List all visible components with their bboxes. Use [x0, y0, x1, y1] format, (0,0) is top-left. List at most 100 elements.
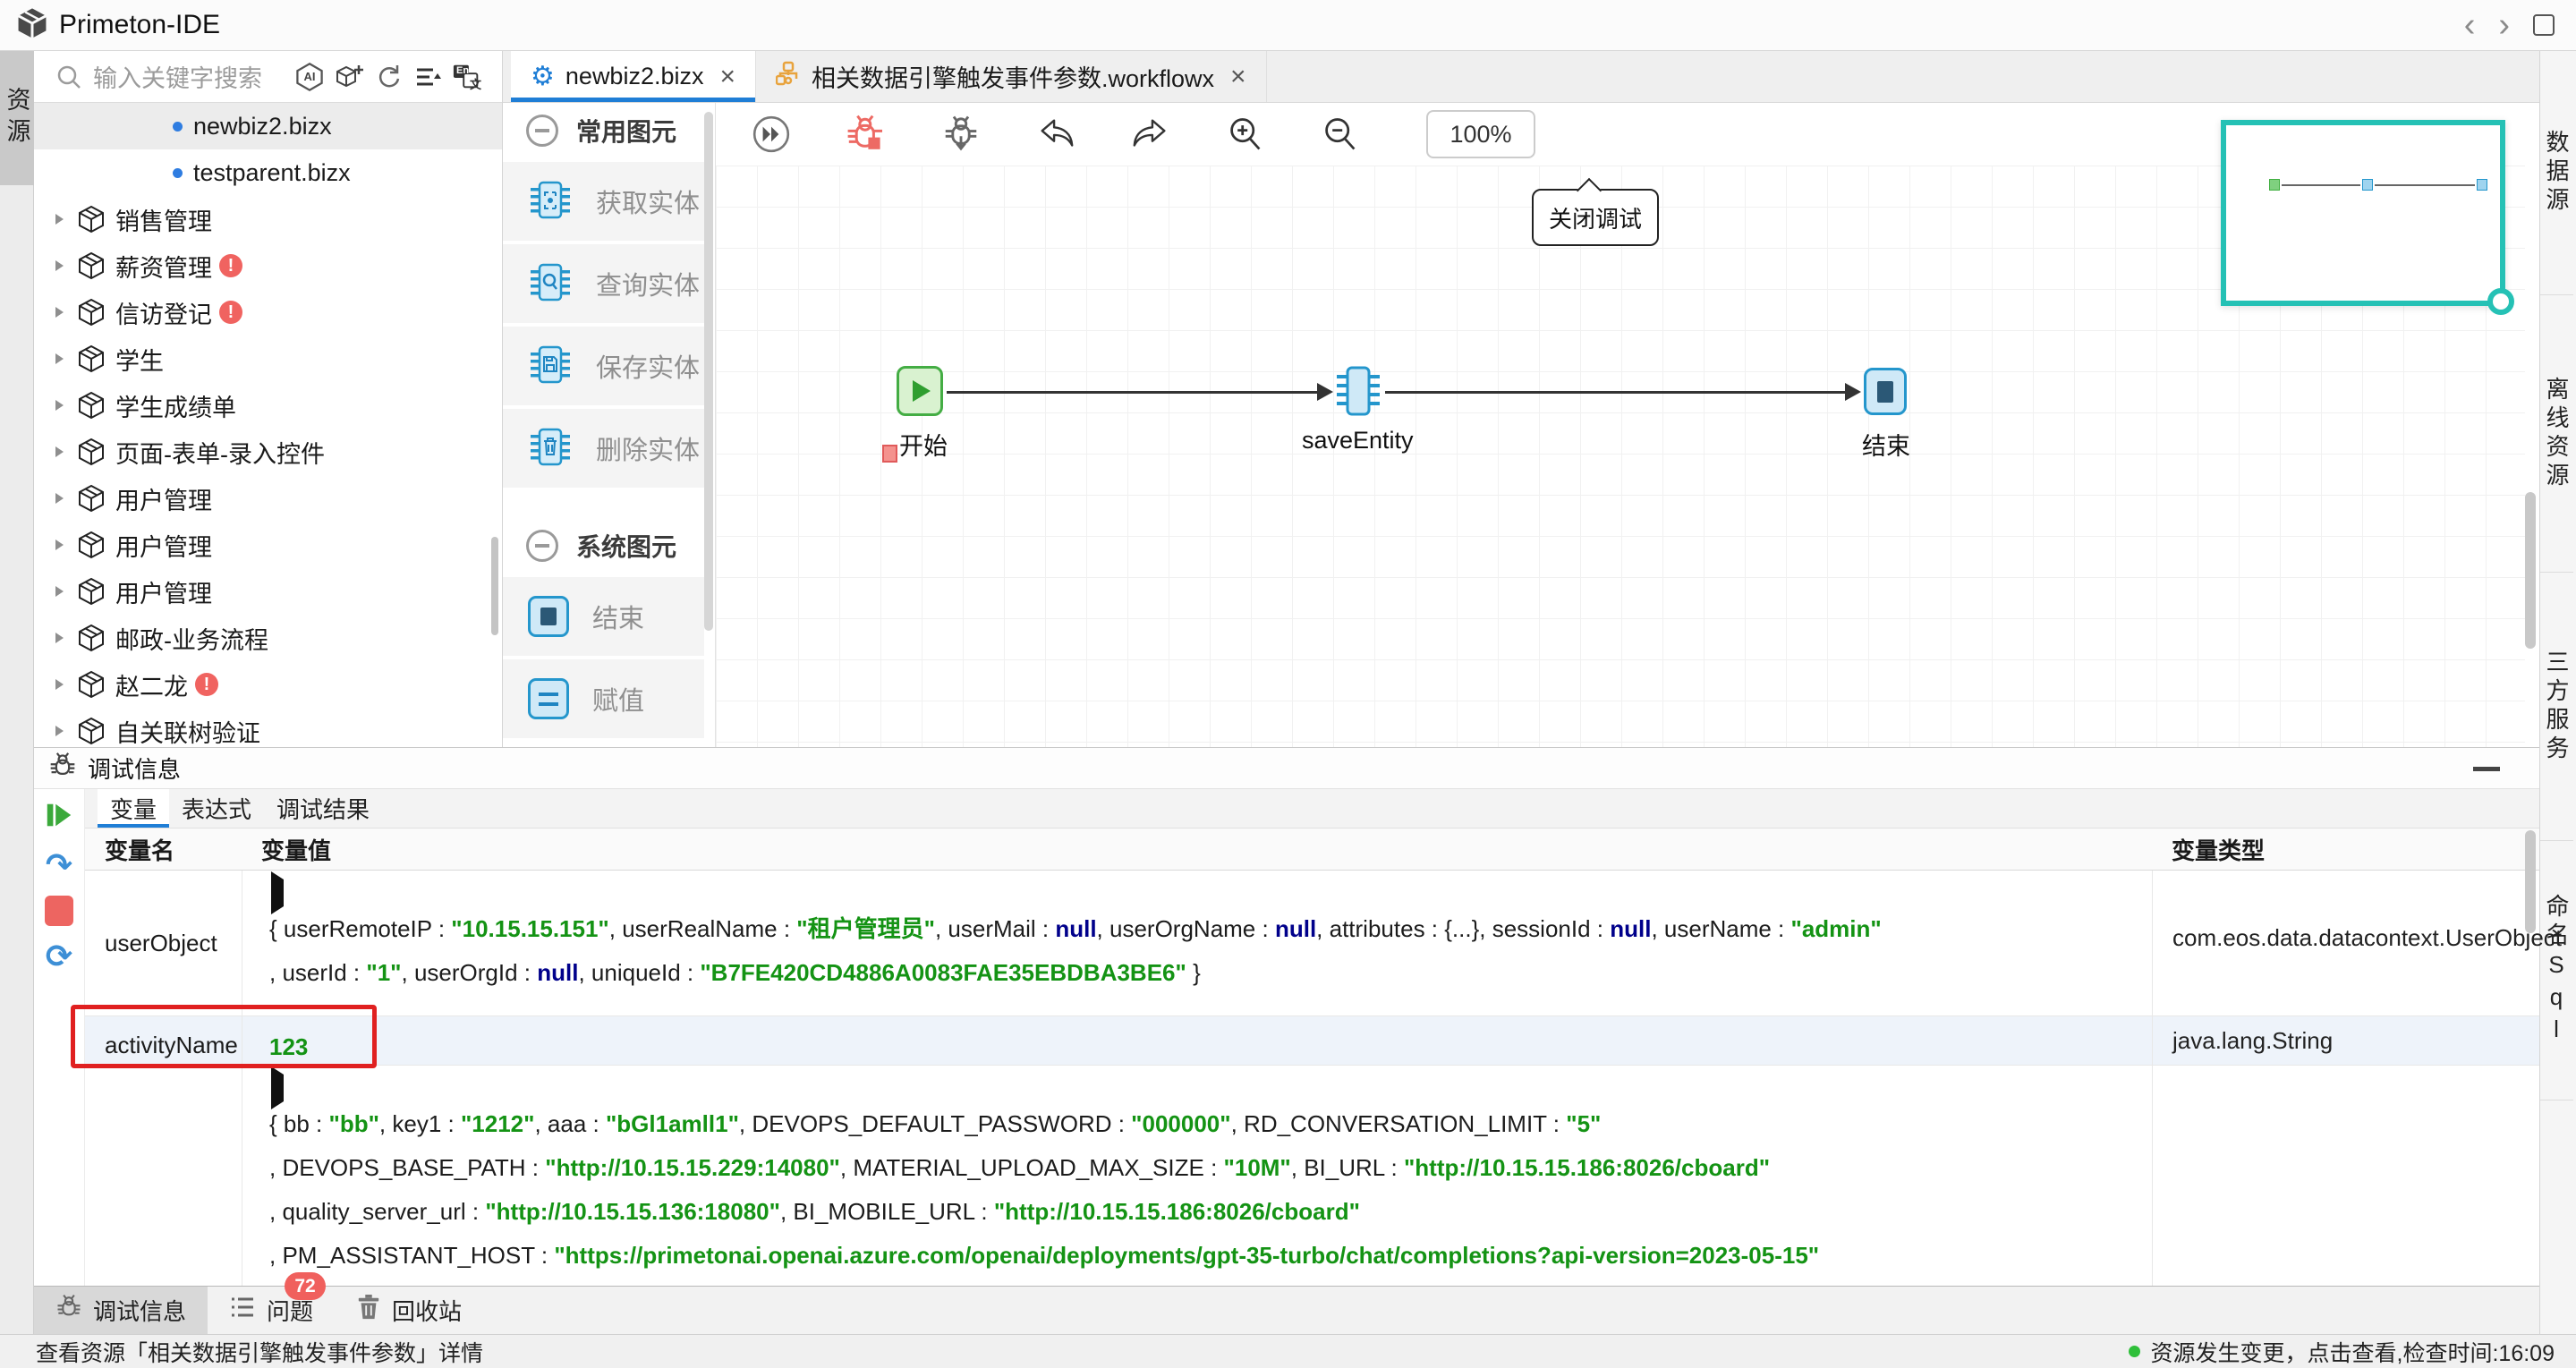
zoom-in-icon[interactable] — [1224, 113, 1267, 156]
step-debug-icon[interactable] — [939, 113, 982, 156]
palette-item-delete-entity[interactable]: 删除实体 — [503, 409, 704, 488]
palette-item-get-entity[interactable]: 获取实体 — [503, 162, 704, 241]
refresh-icon[interactable] — [373, 62, 404, 92]
debug-active-icon[interactable] — [845, 113, 888, 156]
tree-item-package[interactable]: 自关联树验证 — [34, 708, 502, 747]
bottom-tab-debug-info[interactable]: 调试信息 — [34, 1287, 208, 1334]
bizx-file-icon — [173, 167, 183, 178]
breakpoint-marker[interactable] — [882, 445, 897, 463]
chevron-right-icon[interactable] — [55, 260, 64, 271]
tree-item-package[interactable]: 信访登记 ! — [34, 289, 502, 336]
bottom-tab-problems[interactable]: 问题 72 — [208, 1272, 335, 1334]
editor-tab-workflow[interactable]: 相关数据引擎触发事件参数.workflowx × — [756, 51, 1267, 102]
step-over-icon[interactable]: ↷ — [45, 846, 73, 883]
tree-item-package[interactable]: 学生成绩单 — [34, 382, 502, 429]
run-icon[interactable] — [750, 113, 793, 156]
zoom-out-icon[interactable] — [1319, 113, 1362, 156]
debug-scrollbar[interactable] — [2525, 830, 2536, 933]
col-variable-name: 变量名 — [105, 837, 175, 864]
zoom-level-input[interactable]: 100% — [1426, 110, 1535, 158]
save-entity-node[interactable] — [1333, 364, 1383, 426]
search-input[interactable]: 输入关键字搜索 — [93, 65, 262, 92]
tree-item-package[interactable]: 用户管理 — [34, 475, 502, 522]
redo-icon[interactable] — [1129, 113, 1172, 156]
canvas-scrollbar[interactable] — [2525, 492, 2536, 649]
palette-group-system[interactable]: 系统图元 — [503, 518, 715, 574]
tab-variables[interactable]: 变量 — [98, 789, 170, 828]
undo-icon[interactable] — [1034, 113, 1077, 156]
chevron-right-icon[interactable] — [55, 493, 64, 504]
bottom-tab-recycle-bin[interactable]: 回收站 — [335, 1287, 483, 1334]
chevron-right-icon[interactable] — [55, 633, 64, 643]
ai-assist-icon[interactable]: AI — [294, 62, 325, 92]
palette-item-assign[interactable]: 赋值 — [503, 659, 704, 738]
edge-start-to-save[interactable] — [947, 383, 1333, 401]
minimap-resize-handle[interactable] — [2487, 288, 2514, 315]
nav-forward-icon[interactable]: › — [2498, 6, 2510, 44]
tree-item-package[interactable]: 用户管理 — [34, 522, 502, 568]
edge-save-to-end[interactable] — [1385, 383, 1861, 401]
workflow-canvas[interactable]: 100% 关闭调试 开始 saveEntity 结束 — [716, 103, 2539, 747]
tree-item-package[interactable]: 薪资管理 ! — [34, 242, 502, 289]
tree-item-file[interactable]: testparent.bizx — [34, 149, 502, 196]
translate-icon[interactable]: En 文 — [452, 62, 482, 92]
end-node[interactable] — [1864, 368, 1907, 415]
minimap-end-node — [2477, 179, 2487, 191]
debug-panel-header: 调试信息 — [34, 748, 2539, 789]
refresh-variables-icon[interactable]: ⟳ — [45, 938, 73, 974]
tree-item-package[interactable]: 销售管理 — [34, 196, 502, 242]
minimap[interactable] — [2221, 120, 2514, 315]
chevron-right-icon[interactable] — [55, 307, 64, 318]
new-package-icon[interactable] — [334, 62, 364, 92]
palette-item-end[interactable]: 结束 — [503, 577, 704, 656]
close-icon[interactable]: × — [719, 61, 736, 91]
delete-entity-chip-icon — [528, 425, 573, 472]
tree-item-package[interactable]: 页面-表单-录入控件 — [34, 429, 502, 475]
chevron-right-icon[interactable] — [55, 446, 64, 457]
chevron-right-icon[interactable] — [55, 214, 64, 225]
palette-scrollbar[interactable] — [704, 112, 713, 631]
query-entity-chip-icon — [528, 260, 573, 308]
chevron-right-icon[interactable] — [55, 540, 64, 550]
chevron-right-icon[interactable] — [55, 726, 64, 736]
tree-item-file[interactable]: newbiz2.bizx — [34, 103, 502, 149]
value-config-map: { bb : "bb", key1 : "1212", aaa : "bGl1a… — [269, 1110, 1820, 1269]
chevron-right-icon[interactable] — [55, 679, 64, 690]
minimize-panel-button[interactable] — [2473, 767, 2500, 771]
editor-tab-newbiz2[interactable]: ⚙ newbiz2.bizx × — [511, 51, 757, 102]
palette-group-common[interactable]: 常用图元 — [503, 103, 715, 158]
collapse-icon[interactable] — [526, 530, 558, 562]
palette-item-save-entity[interactable]: 保存实体 — [503, 327, 704, 405]
explorer-scrollbar[interactable] — [491, 537, 498, 635]
table-row-activityName[interactable]: activityName 123 java.lang.String — [85, 1016, 2539, 1075]
tree-item-package[interactable]: 用户管理 — [34, 568, 502, 615]
sidebar-tab-third-party-services[interactable]: 三方服务 — [2540, 573, 2573, 841]
table-row-config-map[interactable]: { bb : "bb", key1 : "1212", aaa : "bGl1a… — [85, 1066, 2539, 1287]
tree-item-package[interactable]: 赵二龙 ! — [34, 661, 502, 708]
sort-list-icon[interactable] — [412, 62, 443, 92]
chevron-right-icon[interactable] — [55, 400, 64, 411]
resume-icon[interactable] — [44, 800, 74, 835]
layout-toggle-icon[interactable] — [2533, 14, 2555, 36]
sidebar-tab-named-sql[interactable]: 命名Sql — [2540, 841, 2573, 1100]
package-icon — [78, 251, 105, 280]
tree-item-package[interactable]: 邮政-业务流程 — [34, 615, 502, 661]
tree-item-package[interactable]: 学生 — [34, 336, 502, 382]
nav-back-icon[interactable]: ‹ — [2463, 6, 2476, 44]
sidebar-tab-datasource[interactable]: 数据源 — [2540, 51, 2573, 295]
tab-expressions[interactable]: 表达式 — [182, 796, 252, 823]
get-entity-chip-icon — [528, 178, 573, 225]
close-icon[interactable]: × — [1230, 61, 1246, 91]
collapse-icon[interactable] — [526, 115, 558, 147]
sidebar-tab-offline-resources[interactable]: 离线资源 — [2540, 295, 2573, 573]
chevron-right-icon[interactable] — [55, 353, 64, 364]
debug-bug-icon — [48, 752, 77, 785]
resource-change-notice[interactable]: 资源发生变更，点击查看,检查时间:16:09 — [2128, 1336, 2555, 1368]
chevron-right-icon[interactable] — [55, 586, 64, 597]
tab-debug-results[interactable]: 调试结果 — [276, 796, 370, 823]
table-row-userObject[interactable]: userObject { userRemoteIP : "10.15.15.15… — [85, 871, 2562, 1016]
palette-item-query-entity[interactable]: 查询实体 — [503, 244, 704, 323]
start-node[interactable] — [897, 366, 943, 416]
stop-debug-icon[interactable] — [45, 896, 73, 926]
sidebar-tab-resources[interactable]: 资源 — [0, 51, 34, 185]
